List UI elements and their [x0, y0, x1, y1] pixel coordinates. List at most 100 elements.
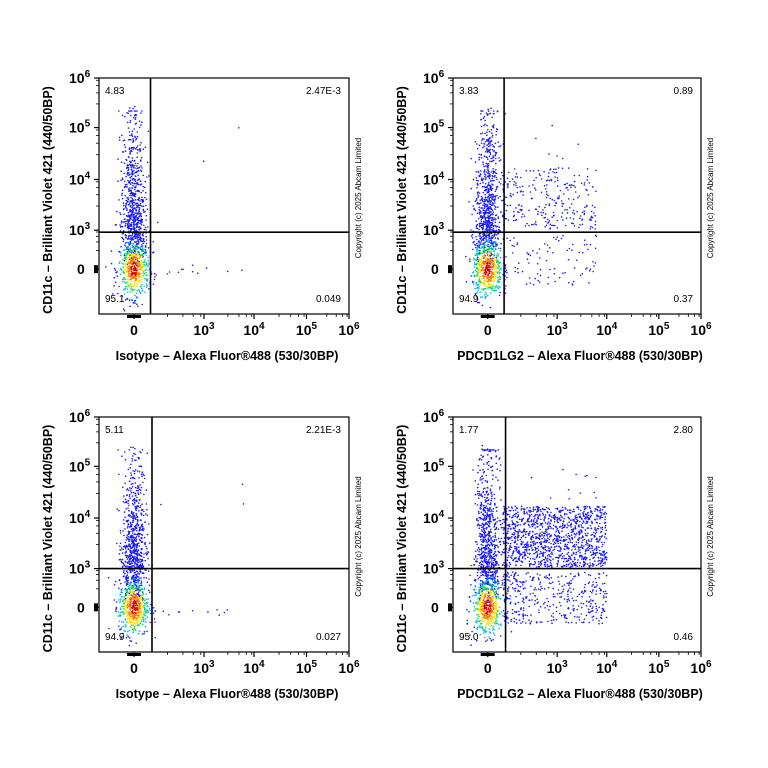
event-dot — [490, 157, 493, 160]
event-dot — [492, 571, 494, 573]
event-dot — [133, 580, 136, 582]
event-dot — [488, 193, 490, 196]
event-dot — [124, 150, 127, 152]
event-dot — [143, 285, 145, 288]
y-zero-marker — [94, 603, 98, 612]
quadrant-upper-left-value: 3.83 — [459, 86, 479, 97]
event-dot — [127, 560, 130, 562]
event-dot — [134, 215, 136, 218]
event-dot — [153, 618, 156, 620]
event-dot — [141, 287, 143, 290]
event-dot — [118, 587, 120, 590]
event-dot — [131, 562, 133, 565]
event-dot — [537, 213, 539, 215]
event-dot — [126, 488, 129, 490]
event-dot — [140, 259, 143, 262]
event-dot — [124, 218, 126, 220]
event-dot — [129, 249, 132, 251]
event-dot — [127, 507, 129, 509]
event-dot — [488, 530, 490, 533]
event-dot — [516, 268, 519, 270]
event-dot — [122, 501, 125, 503]
event-dot — [139, 506, 141, 509]
event-dot — [554, 172, 556, 174]
event-dot — [561, 167, 564, 170]
event-dot — [139, 586, 141, 589]
event-dot — [133, 199, 135, 201]
event-dot — [572, 222, 574, 225]
event-dot — [496, 521, 499, 523]
event-dot — [568, 247, 571, 250]
event-dot — [123, 608, 126, 611]
event-dot — [133, 277, 135, 280]
event-dot — [590, 210, 593, 213]
event-dot — [133, 229, 136, 232]
event-dot — [483, 204, 486, 206]
event-dot — [519, 191, 522, 193]
event-dot — [135, 137, 138, 140]
x-tick-base: 10 — [547, 322, 563, 338]
event-dot — [142, 208, 145, 211]
event-dot — [593, 265, 595, 267]
event-dot — [133, 164, 136, 167]
event-dot — [124, 541, 127, 544]
event-dot — [127, 267, 129, 270]
event-dot — [145, 552, 147, 554]
event-dot — [139, 561, 142, 563]
event-dot — [135, 272, 137, 274]
event-dot — [539, 274, 542, 277]
event-dot — [486, 552, 488, 554]
event-dot — [483, 536, 486, 539]
event-dot — [140, 285, 142, 288]
event-dot — [125, 580, 127, 583]
event-dot — [133, 204, 135, 207]
event-dot — [131, 288, 134, 291]
event-dot — [485, 541, 488, 543]
event-dot — [127, 260, 130, 263]
event-dot — [568, 184, 571, 187]
event-dot — [528, 224, 530, 227]
event-dot — [130, 585, 133, 587]
event-dot — [133, 588, 136, 591]
event-dot — [141, 584, 144, 587]
event-dot — [129, 257, 132, 260]
event-dot — [524, 225, 527, 227]
event-dot — [519, 208, 521, 211]
event-dot — [120, 220, 123, 222]
event-dot — [168, 271, 171, 273]
event-dot — [513, 168, 516, 170]
event-dot — [549, 228, 551, 230]
event-dot — [115, 610, 117, 613]
event-dot — [128, 532, 130, 534]
event-dot — [130, 446, 132, 449]
event-dot — [488, 155, 491, 158]
event-dot — [499, 195, 501, 198]
event-dot — [492, 156, 495, 158]
event-dot — [145, 593, 147, 595]
event-dot — [136, 167, 138, 170]
event-dot — [135, 204, 138, 207]
event-dot — [539, 257, 541, 259]
event-dot — [132, 552, 134, 554]
event-dot — [475, 199, 478, 201]
event-dot — [132, 624, 135, 627]
event-dot — [479, 296, 482, 298]
event-dot — [133, 248, 135, 251]
event-dot — [133, 201, 136, 204]
event-dot — [486, 209, 488, 211]
event-dot — [130, 613, 132, 615]
event-dot — [133, 128, 136, 130]
event-dot — [530, 197, 533, 200]
event-dot — [497, 580, 500, 582]
event-dot — [486, 249, 489, 251]
event-dot — [131, 194, 133, 197]
event-dot — [131, 150, 133, 152]
event-dot — [120, 598, 122, 600]
event-dot — [121, 177, 124, 179]
event-dot — [134, 602, 137, 605]
event-dot — [495, 539, 498, 541]
event-dot — [139, 235, 141, 237]
event-dot — [516, 243, 518, 246]
event-dot — [127, 211, 130, 214]
event-dot — [488, 211, 491, 213]
